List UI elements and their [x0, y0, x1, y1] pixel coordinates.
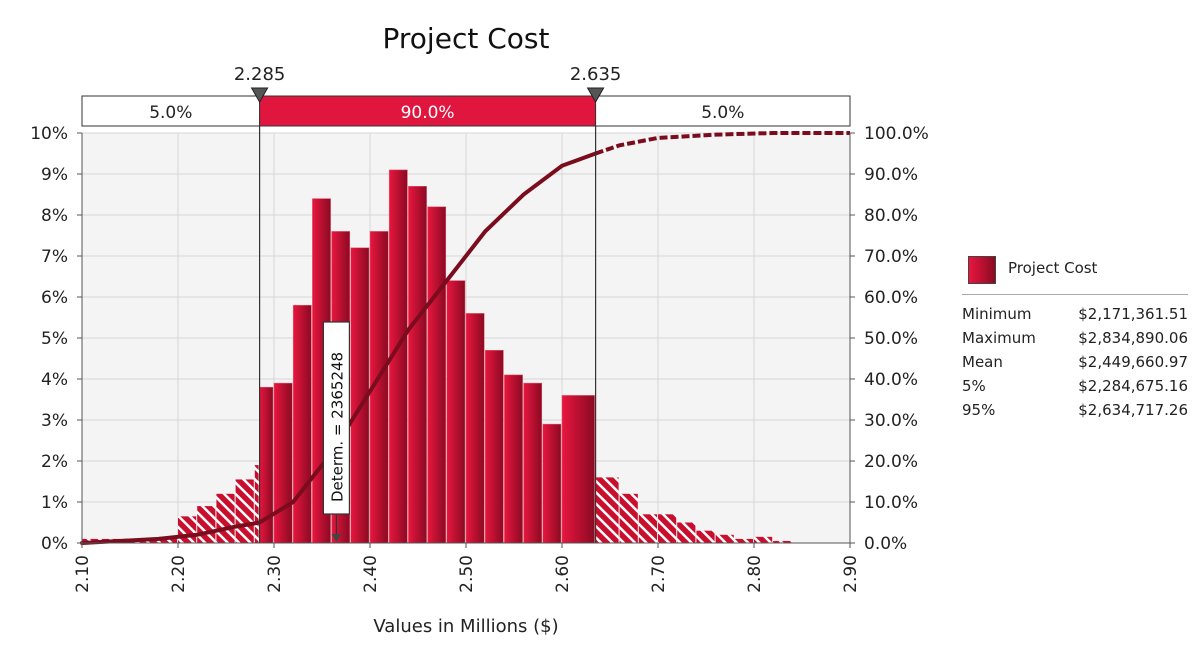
stat-name: 95% — [962, 401, 996, 419]
y-left-tick-label: 5% — [41, 329, 68, 349]
y-right-tick-label: 50.0% — [864, 329, 918, 349]
histogram-bar — [561, 395, 595, 544]
stat-value: $2,634,717.26 — [1078, 401, 1188, 419]
x-tick-label: 2.80 — [745, 555, 765, 593]
legend: Project Cost — [962, 250, 1188, 295]
y-left-tick-label: 2% — [41, 452, 68, 472]
y-left-tick-label: 8% — [41, 206, 68, 226]
x-tick-label: 2.90 — [841, 555, 861, 593]
histogram-bar — [595, 477, 619, 543]
stats-row: Minimum $2,171,361.51 — [962, 302, 1188, 326]
histogram-bar — [273, 382, 293, 544]
y-left-tick-label: 9% — [41, 165, 68, 185]
y-right-tick-label: 60.0% — [864, 288, 918, 308]
delimiter-handle[interactable] — [586, 87, 605, 104]
delimiter-handle[interactable] — [250, 87, 269, 104]
y-left-tick-label: 4% — [41, 370, 68, 390]
y-right-tick-label: 90.0% — [864, 165, 918, 185]
delimiter-label: 2.635 — [570, 64, 622, 85]
y-right-tick-label: 20.0% — [864, 452, 918, 472]
y-right-tick-label: 100.0% — [864, 124, 929, 144]
histogram-bar — [619, 493, 638, 543]
y-left-tick-label: 10% — [30, 124, 68, 144]
probability-band-segment — [595, 95, 851, 127]
x-tick-label: 2.30 — [265, 555, 285, 593]
y-right-tick-label: 0.0% — [864, 534, 907, 554]
y-left-tick-label: 3% — [41, 411, 68, 431]
histogram-bar — [773, 540, 792, 543]
chart-title: Project Cost — [383, 22, 550, 55]
marker-label: Determ. = 2365248 — [328, 352, 346, 502]
histogram-bar — [696, 530, 715, 543]
histogram-bar — [715, 534, 734, 543]
stats-row: Mean $2,449,660.97 — [962, 350, 1188, 374]
y-left-tick-label: 6% — [41, 288, 68, 308]
delimiter-label: 2.285 — [234, 64, 286, 85]
x-axis-label: Values in Millions ($) — [373, 616, 558, 637]
band-percent-label: 90.0% — [401, 103, 455, 123]
histogram-bar — [677, 522, 696, 543]
histogram-bar — [638, 514, 657, 543]
y-right-tick-label: 30.0% — [864, 411, 918, 431]
y-right-tick-label: 40.0% — [864, 370, 918, 390]
band-percent-label: 5.0% — [701, 103, 744, 123]
y-left-tick-label: 0% — [41, 534, 68, 554]
band-percent-label: 5.0% — [149, 103, 192, 123]
stat-name: 5% — [962, 377, 986, 395]
histogram-bar — [658, 514, 677, 543]
histogram-bar — [197, 506, 216, 543]
y-left-tick-label: 7% — [41, 247, 68, 267]
histogram-bar — [254, 465, 259, 543]
x-tick-label: 2.40 — [361, 555, 381, 593]
histogram-bar — [178, 516, 197, 543]
marker-box[interactable] — [322, 321, 350, 515]
histogram-bar — [504, 374, 523, 544]
stats-row: 95% $2,634,717.26 — [962, 398, 1188, 422]
stats-table: Minimum $2,171,361.51 Maximum $2,834,890… — [962, 302, 1188, 422]
y-right-tick-label: 10.0% — [864, 493, 918, 513]
histogram-bar — [216, 493, 235, 543]
stat-name: Minimum — [962, 305, 1032, 323]
stats-row: 5% $2,284,675.16 — [962, 374, 1188, 398]
stat-value: $2,834,890.06 — [1078, 329, 1188, 347]
marker-arrow — [331, 534, 342, 542]
histogram-bar — [484, 350, 504, 544]
stat-name: Maximum — [962, 329, 1036, 347]
histogram-bar — [754, 536, 773, 543]
y-right-tick-label: 80.0% — [864, 206, 918, 226]
histogram-bar — [427, 206, 447, 544]
probability-band-segment — [81, 95, 261, 127]
histogram-bar — [446, 280, 466, 544]
cumulative-curve-tail — [594, 131, 850, 156]
x-tick-label: 2.70 — [649, 555, 669, 593]
stat-value: $2,284,675.16 — [1078, 377, 1188, 395]
y-left-tick-label: 1% — [41, 493, 68, 513]
histogram-bar — [523, 382, 543, 544]
legend-label: Project Cost — [1008, 259, 1098, 277]
x-tick-label: 2.60 — [553, 555, 573, 593]
histogram-bar — [465, 313, 485, 544]
stat-value: $2,449,660.97 — [1078, 353, 1188, 371]
probability-band-segment — [259, 95, 597, 127]
legend-swatch — [968, 256, 996, 284]
legend-divider — [962, 294, 1188, 295]
histogram-bar — [734, 538, 753, 543]
x-tick-label: 2.50 — [457, 555, 477, 593]
stat-name: Mean — [962, 353, 1003, 371]
x-tick-label: 2.20 — [169, 555, 189, 593]
stat-value: $2,171,361.51 — [1078, 305, 1188, 323]
stats-row: Maximum $2,834,890.06 — [962, 326, 1188, 350]
cumulative-curve — [80, 151, 598, 545]
y-right-tick-label: 70.0% — [864, 247, 918, 267]
histogram-bar — [292, 304, 312, 544]
histogram-bar — [542, 423, 562, 544]
x-tick-label: 2.10 — [73, 555, 93, 593]
histogram-bar — [408, 186, 427, 544]
histogram-bar — [235, 479, 254, 543]
